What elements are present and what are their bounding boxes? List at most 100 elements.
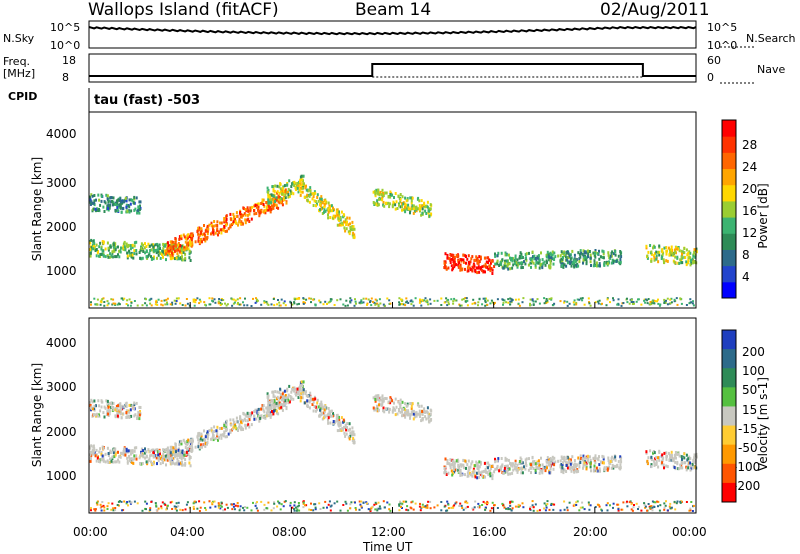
power-scatter-cell — [169, 245, 172, 249]
power-scatter-cell — [337, 216, 340, 220]
power-scatter-cell — [407, 207, 410, 211]
velocity-scatter-cell — [112, 509, 115, 512]
velocity-scatter-cell — [99, 447, 102, 451]
power-scatter-cell — [580, 251, 583, 255]
velocity-scatter-cell — [313, 405, 316, 408]
velocity-scatter-cell — [104, 406, 107, 410]
power-scatter-cell — [173, 249, 176, 253]
velocity-scatter-cell — [399, 405, 402, 409]
power-scatter-cell — [200, 228, 203, 232]
velocity-scatter-cell — [650, 465, 653, 469]
power-scatter-cell — [155, 251, 158, 255]
velocity-scatter-cell — [583, 508, 586, 511]
power-scatter-cell — [519, 251, 522, 255]
velocity-scatter-cell — [358, 500, 361, 503]
power-scatter-cell — [509, 256, 511, 260]
velocity-scatter-cell — [687, 464, 690, 468]
velocity-scatter-cell — [345, 428, 348, 432]
power-scatter-cell — [579, 249, 582, 253]
velocity-scatter-cell — [548, 508, 551, 511]
power-scatter-cell — [373, 301, 376, 304]
power-scatter-cell — [557, 254, 560, 258]
power-scatter-cell — [377, 188, 380, 192]
velocity-scatter-cell — [578, 509, 581, 512]
power-scatter-cell — [470, 257, 473, 261]
power-scatter-cell — [220, 228, 223, 232]
velocity-scatter-cell — [140, 447, 143, 451]
velocity-scatter-cell — [544, 469, 547, 473]
velocity-scatter-cell — [549, 457, 552, 460]
power-scatter-cell — [475, 255, 478, 259]
velocity-scatter-cell — [324, 415, 327, 419]
power-scatter-cell — [197, 226, 200, 230]
power-scatter-cell — [203, 224, 205, 227]
power-scatter-cell — [545, 259, 548, 263]
power-scatter-cell — [671, 252, 674, 256]
velocity-scatter-cell — [449, 466, 452, 470]
velocity-scatter-cell — [374, 501, 377, 504]
power-scatter-cell — [98, 254, 100, 258]
velocity-scatter-cell — [379, 507, 382, 510]
velocity-ytick-1000: 1000 — [46, 469, 77, 483]
power-scatter-cell — [451, 257, 453, 261]
velocity-scatter-cell — [330, 414, 333, 418]
freq-tick-top: 18 — [62, 54, 76, 67]
power-scatter-cell — [293, 302, 296, 305]
power-scatter-cell — [259, 209, 262, 213]
velocity-scatter-cell — [521, 471, 524, 475]
velocity-scatter-cell — [459, 463, 462, 467]
power-scatter-cell — [150, 297, 153, 300]
velocity-scatter-cell — [573, 459, 576, 462]
power-scatter-cell — [572, 260, 575, 264]
velocity-scatter-cell — [302, 380, 305, 384]
power-scatter-cell — [348, 232, 351, 236]
velocity-scatter-cell — [232, 425, 235, 429]
power-colorbar-segment — [722, 249, 736, 267]
velocity-scatter-cell — [112, 401, 115, 405]
power-scatter-cell — [453, 256, 456, 259]
velocity-scatter-cell — [93, 404, 96, 408]
power-scatter-cell — [647, 250, 650, 254]
power-scatter-cell — [531, 256, 534, 260]
velocity-scatter-cell — [491, 477, 494, 481]
velocity-scatter-cell — [428, 420, 431, 424]
velocity-scatter-cell — [381, 400, 384, 404]
power-scatter-cell — [581, 252, 584, 256]
velocity-scatter-cell — [224, 508, 226, 511]
power-scatter-cell — [663, 261, 665, 265]
velocity-scatter-cell — [256, 509, 259, 512]
velocity-scatter-cell — [257, 407, 260, 411]
velocity-scatter-cell — [369, 510, 372, 512]
power-ytick-3000: 3000 — [46, 176, 77, 190]
velocity-scatter-cell — [581, 501, 584, 504]
power-scatter-cell — [401, 195, 404, 199]
velocity-scatter-cell — [646, 509, 649, 512]
velocity-scatter-cell — [466, 463, 469, 467]
power-scatter-cell — [379, 190, 382, 194]
power-scatter-cell — [319, 208, 321, 212]
power-scatter-cell — [376, 302, 379, 305]
power-scatter-cell — [200, 237, 202, 241]
velocity-scatter-cell — [267, 401, 270, 405]
power-scatter-cell — [232, 298, 235, 301]
power-scatter-cell — [126, 251, 129, 255]
power-scatter-cell — [510, 300, 513, 303]
velocity-scatter-cell — [355, 508, 357, 511]
power-scatter-cell — [199, 300, 202, 303]
velocity-scatter-cell — [307, 399, 310, 403]
velocity-scatter-cell — [209, 506, 212, 509]
velocity-scatter-cell — [507, 472, 510, 476]
power-scatter-cell — [100, 301, 103, 304]
power-scatter-cell — [117, 253, 119, 257]
power-scatter-cell — [486, 303, 489, 306]
power-scatter-cell — [96, 303, 99, 306]
power-scatter-cell — [426, 205, 429, 209]
velocity-scatter-cell — [606, 509, 609, 512]
power-scatter-cell — [380, 193, 383, 197]
power-scatter-cell — [184, 258, 187, 262]
power-scatter-cell — [324, 300, 327, 303]
velocity-scatter-cell — [424, 506, 427, 509]
velocity-scatter-cell — [308, 508, 311, 511]
power-scatter-cell — [534, 265, 537, 269]
power-scatter-cell — [632, 301, 635, 303]
